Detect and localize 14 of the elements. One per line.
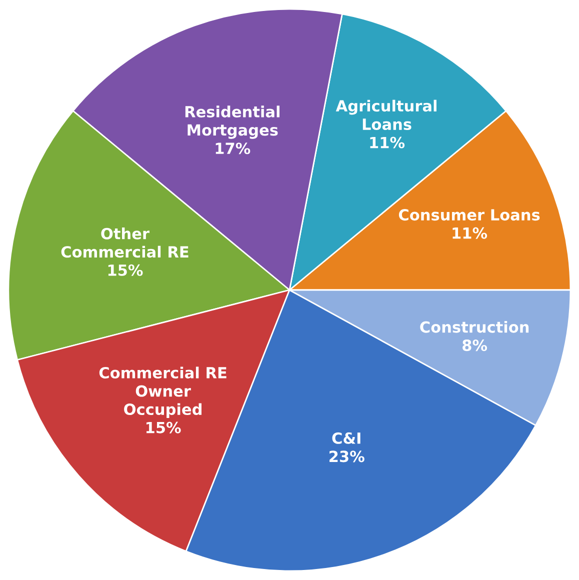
slice-label: Construction <box>420 320 529 333</box>
slice-label: Commercial RE Owner Occupied <box>99 366 226 418</box>
slice-label: Residential Mortgages <box>185 106 280 139</box>
slice-label: Other Commercial RE <box>61 228 188 258</box>
slice-label: Consumer Loans <box>398 209 540 221</box>
slice-label: Agricultural Loans <box>336 100 436 130</box>
data-label: 11% <box>452 227 488 239</box>
data-label: 15% <box>108 264 143 276</box>
slice-label: C&I <box>332 432 360 444</box>
data-label: 17% <box>216 142 250 154</box>
data-label: 8% <box>462 340 488 352</box>
data-label: 15% <box>146 422 181 434</box>
data-label: 23% <box>330 450 364 462</box>
data-label: 11% <box>370 136 405 148</box>
